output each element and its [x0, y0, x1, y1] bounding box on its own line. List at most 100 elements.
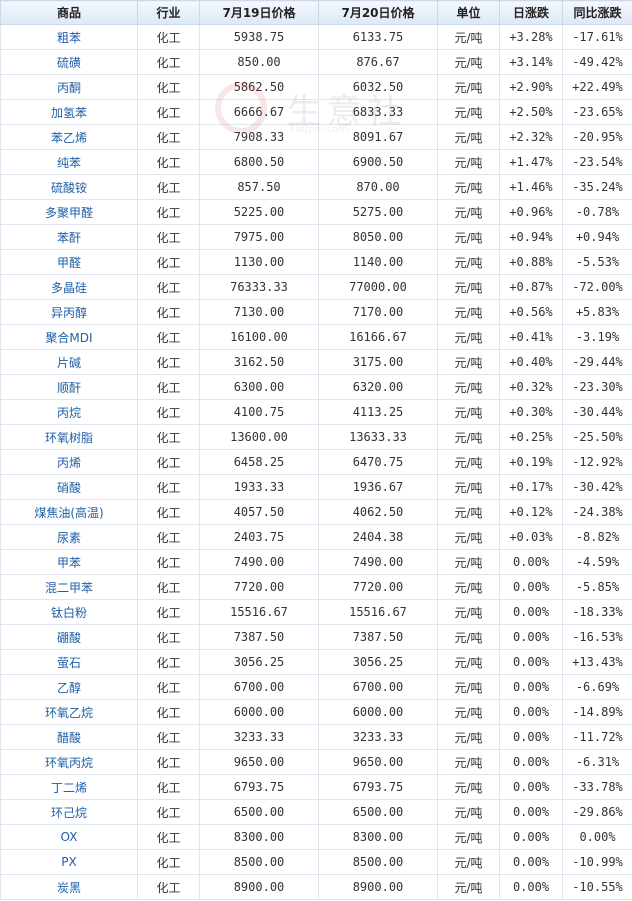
commodity-name-link[interactable]: 环氧乙烷 — [0, 699, 138, 725]
industry-cell: 化工 — [137, 524, 200, 550]
unit-cell: 元/吨 — [437, 799, 500, 825]
table-row: 甲苯 化工 7490.00 7490.00 元/吨 0.00% -4.59% — [0, 549, 632, 575]
yoy-change-cell: -49.42% — [562, 49, 632, 75]
daily-change-cell: +3.14% — [499, 49, 563, 75]
commodity-name-link[interactable]: 丙酮 — [0, 74, 138, 100]
commodity-name-link[interactable]: 硫酸铵 — [0, 174, 138, 200]
commodity-name-link[interactable]: 混二甲苯 — [0, 574, 138, 600]
daily-change-cell: 0.00% — [499, 649, 563, 675]
price-jul19-cell: 7908.33 — [199, 124, 319, 150]
commodity-name-link[interactable]: 环氧丙烷 — [0, 749, 138, 775]
commodity-name-link[interactable]: 硫磺 — [0, 49, 138, 75]
commodity-name-link[interactable]: 环己烷 — [0, 799, 138, 825]
table-row: PX 化工 8500.00 8500.00 元/吨 0.00% -10.99% — [0, 849, 632, 875]
industry-cell: 化工 — [137, 199, 200, 225]
daily-change-cell: +0.41% — [499, 324, 563, 350]
price-jul19-cell: 8900.00 — [199, 874, 319, 900]
commodity-name-link[interactable]: 钛白粉 — [0, 599, 138, 625]
price-jul19-cell: 5225.00 — [199, 199, 319, 225]
commodity-name-link[interactable]: 煤焦油(高温) — [0, 499, 138, 525]
commodity-name-link[interactable]: 顺酐 — [0, 374, 138, 400]
table-row: 多聚甲醛 化工 5225.00 5275.00 元/吨 +0.96% -0.78% — [0, 199, 632, 225]
commodity-name-link[interactable]: 环氧树脂 — [0, 424, 138, 450]
industry-cell: 化工 — [137, 774, 200, 800]
yoy-change-cell: -5.53% — [562, 249, 632, 275]
price-jul20-cell: 13633.33 — [318, 424, 438, 450]
commodity-name-link[interactable]: 苯酐 — [0, 224, 138, 250]
commodity-name-link[interactable]: 硝酸 — [0, 474, 138, 500]
industry-cell: 化工 — [137, 449, 200, 475]
price-jul19-cell: 850.00 — [199, 49, 319, 75]
commodity-name-link[interactable]: 苯乙烯 — [0, 124, 138, 150]
commodity-name-link[interactable]: 尿素 — [0, 524, 138, 550]
daily-change-cell: +0.19% — [499, 449, 563, 475]
table-row: 片碱 化工 3162.50 3175.00 元/吨 +0.40% -29.44% — [0, 349, 632, 375]
header-industry: 行业 — [137, 0, 200, 25]
yoy-change-cell: -6.69% — [562, 674, 632, 700]
commodity-name-link[interactable]: 甲苯 — [0, 549, 138, 575]
commodity-name-link[interactable]: 异丙醇 — [0, 299, 138, 325]
daily-change-cell: +3.28% — [499, 24, 563, 50]
commodity-name-link[interactable]: 甲醛 — [0, 249, 138, 275]
industry-cell: 化工 — [137, 74, 200, 100]
daily-change-cell: 0.00% — [499, 624, 563, 650]
yoy-change-cell: -30.42% — [562, 474, 632, 500]
price-jul20-cell: 6000.00 — [318, 699, 438, 725]
yoy-change-cell: +22.49% — [562, 74, 632, 100]
commodity-name-link[interactable]: 醋酸 — [0, 724, 138, 750]
commodity-name-link[interactable]: 硼酸 — [0, 624, 138, 650]
table-row: 纯苯 化工 6800.50 6900.50 元/吨 +1.47% -23.54% — [0, 149, 632, 175]
commodity-name-link[interactable]: 萤石 — [0, 649, 138, 675]
industry-cell: 化工 — [137, 874, 200, 900]
price-jul19-cell: 16100.00 — [199, 324, 319, 350]
table-row: 苯乙烯 化工 7908.33 8091.67 元/吨 +2.32% -20.95% — [0, 124, 632, 150]
unit-cell: 元/吨 — [437, 699, 500, 725]
industry-cell: 化工 — [137, 299, 200, 325]
header-price-jul20: 7月20日价格 — [318, 0, 438, 25]
price-jul20-cell: 7490.00 — [318, 549, 438, 575]
industry-cell: 化工 — [137, 474, 200, 500]
commodity-name-link[interactable]: 多晶硅 — [0, 274, 138, 300]
price-jul20-cell: 6900.50 — [318, 149, 438, 175]
yoy-change-cell: -11.72% — [562, 724, 632, 750]
daily-change-cell: +0.30% — [499, 399, 563, 425]
commodity-name-link[interactable]: 丙烯 — [0, 449, 138, 475]
commodity-name-link[interactable]: 片碱 — [0, 349, 138, 375]
commodity-name-link[interactable]: 纯苯 — [0, 149, 138, 175]
table-row: OX 化工 8300.00 8300.00 元/吨 0.00% 0.00% — [0, 824, 632, 850]
table-row: 钛白粉 化工 15516.67 15516.67 元/吨 0.00% -18.33% — [0, 599, 632, 625]
table-row: 丙烯 化工 6458.25 6470.75 元/吨 +0.19% -12.92% — [0, 449, 632, 475]
table-row: 环氧树脂 化工 13600.00 13633.33 元/吨 +0.25% -25.50% — [0, 424, 632, 450]
industry-cell: 化工 — [137, 624, 200, 650]
daily-change-cell: 0.00% — [499, 574, 563, 600]
yoy-change-cell: -0.78% — [562, 199, 632, 225]
table-row: 聚合MDI 化工 16100.00 16166.67 元/吨 +0.41% -3.19% — [0, 324, 632, 350]
unit-cell: 元/吨 — [437, 474, 500, 500]
price-jul20-cell: 6470.75 — [318, 449, 438, 475]
unit-cell: 元/吨 — [437, 674, 500, 700]
commodity-name-link[interactable]: 乙醇 — [0, 674, 138, 700]
unit-cell: 元/吨 — [437, 874, 500, 900]
commodity-name-link[interactable]: 加氢苯 — [0, 99, 138, 125]
price-jul19-cell: 7130.00 — [199, 299, 319, 325]
price-jul20-cell: 7387.50 — [318, 624, 438, 650]
industry-cell: 化工 — [137, 749, 200, 775]
commodity-name-link[interactable]: 多聚甲醛 — [0, 199, 138, 225]
unit-cell: 元/吨 — [437, 374, 500, 400]
commodity-name-link[interactable]: OX — [0, 824, 138, 850]
table-row: 丙酮 化工 5862.50 6032.50 元/吨 +2.90% +22.49% — [0, 74, 632, 100]
price-jul19-cell: 3056.25 — [199, 649, 319, 675]
commodity-name-link[interactable]: 炭黑 — [0, 874, 138, 900]
commodity-name-link[interactable]: 丁二烯 — [0, 774, 138, 800]
table-row: 顺酐 化工 6300.00 6320.00 元/吨 +0.32% -23.30% — [0, 374, 632, 400]
commodity-name-link[interactable]: PX — [0, 849, 138, 875]
commodity-name-link[interactable]: 粗苯 — [0, 24, 138, 50]
commodity-name-link[interactable]: 丙烷 — [0, 399, 138, 425]
price-jul20-cell: 6833.33 — [318, 99, 438, 125]
daily-change-cell: 0.00% — [499, 799, 563, 825]
table-row: 混二甲苯 化工 7720.00 7720.00 元/吨 0.00% -5.85% — [0, 574, 632, 600]
industry-cell: 化工 — [137, 324, 200, 350]
price-jul19-cell: 4100.75 — [199, 399, 319, 425]
commodity-name-link[interactable]: 聚合MDI — [0, 324, 138, 350]
price-jul20-cell: 4113.25 — [318, 399, 438, 425]
